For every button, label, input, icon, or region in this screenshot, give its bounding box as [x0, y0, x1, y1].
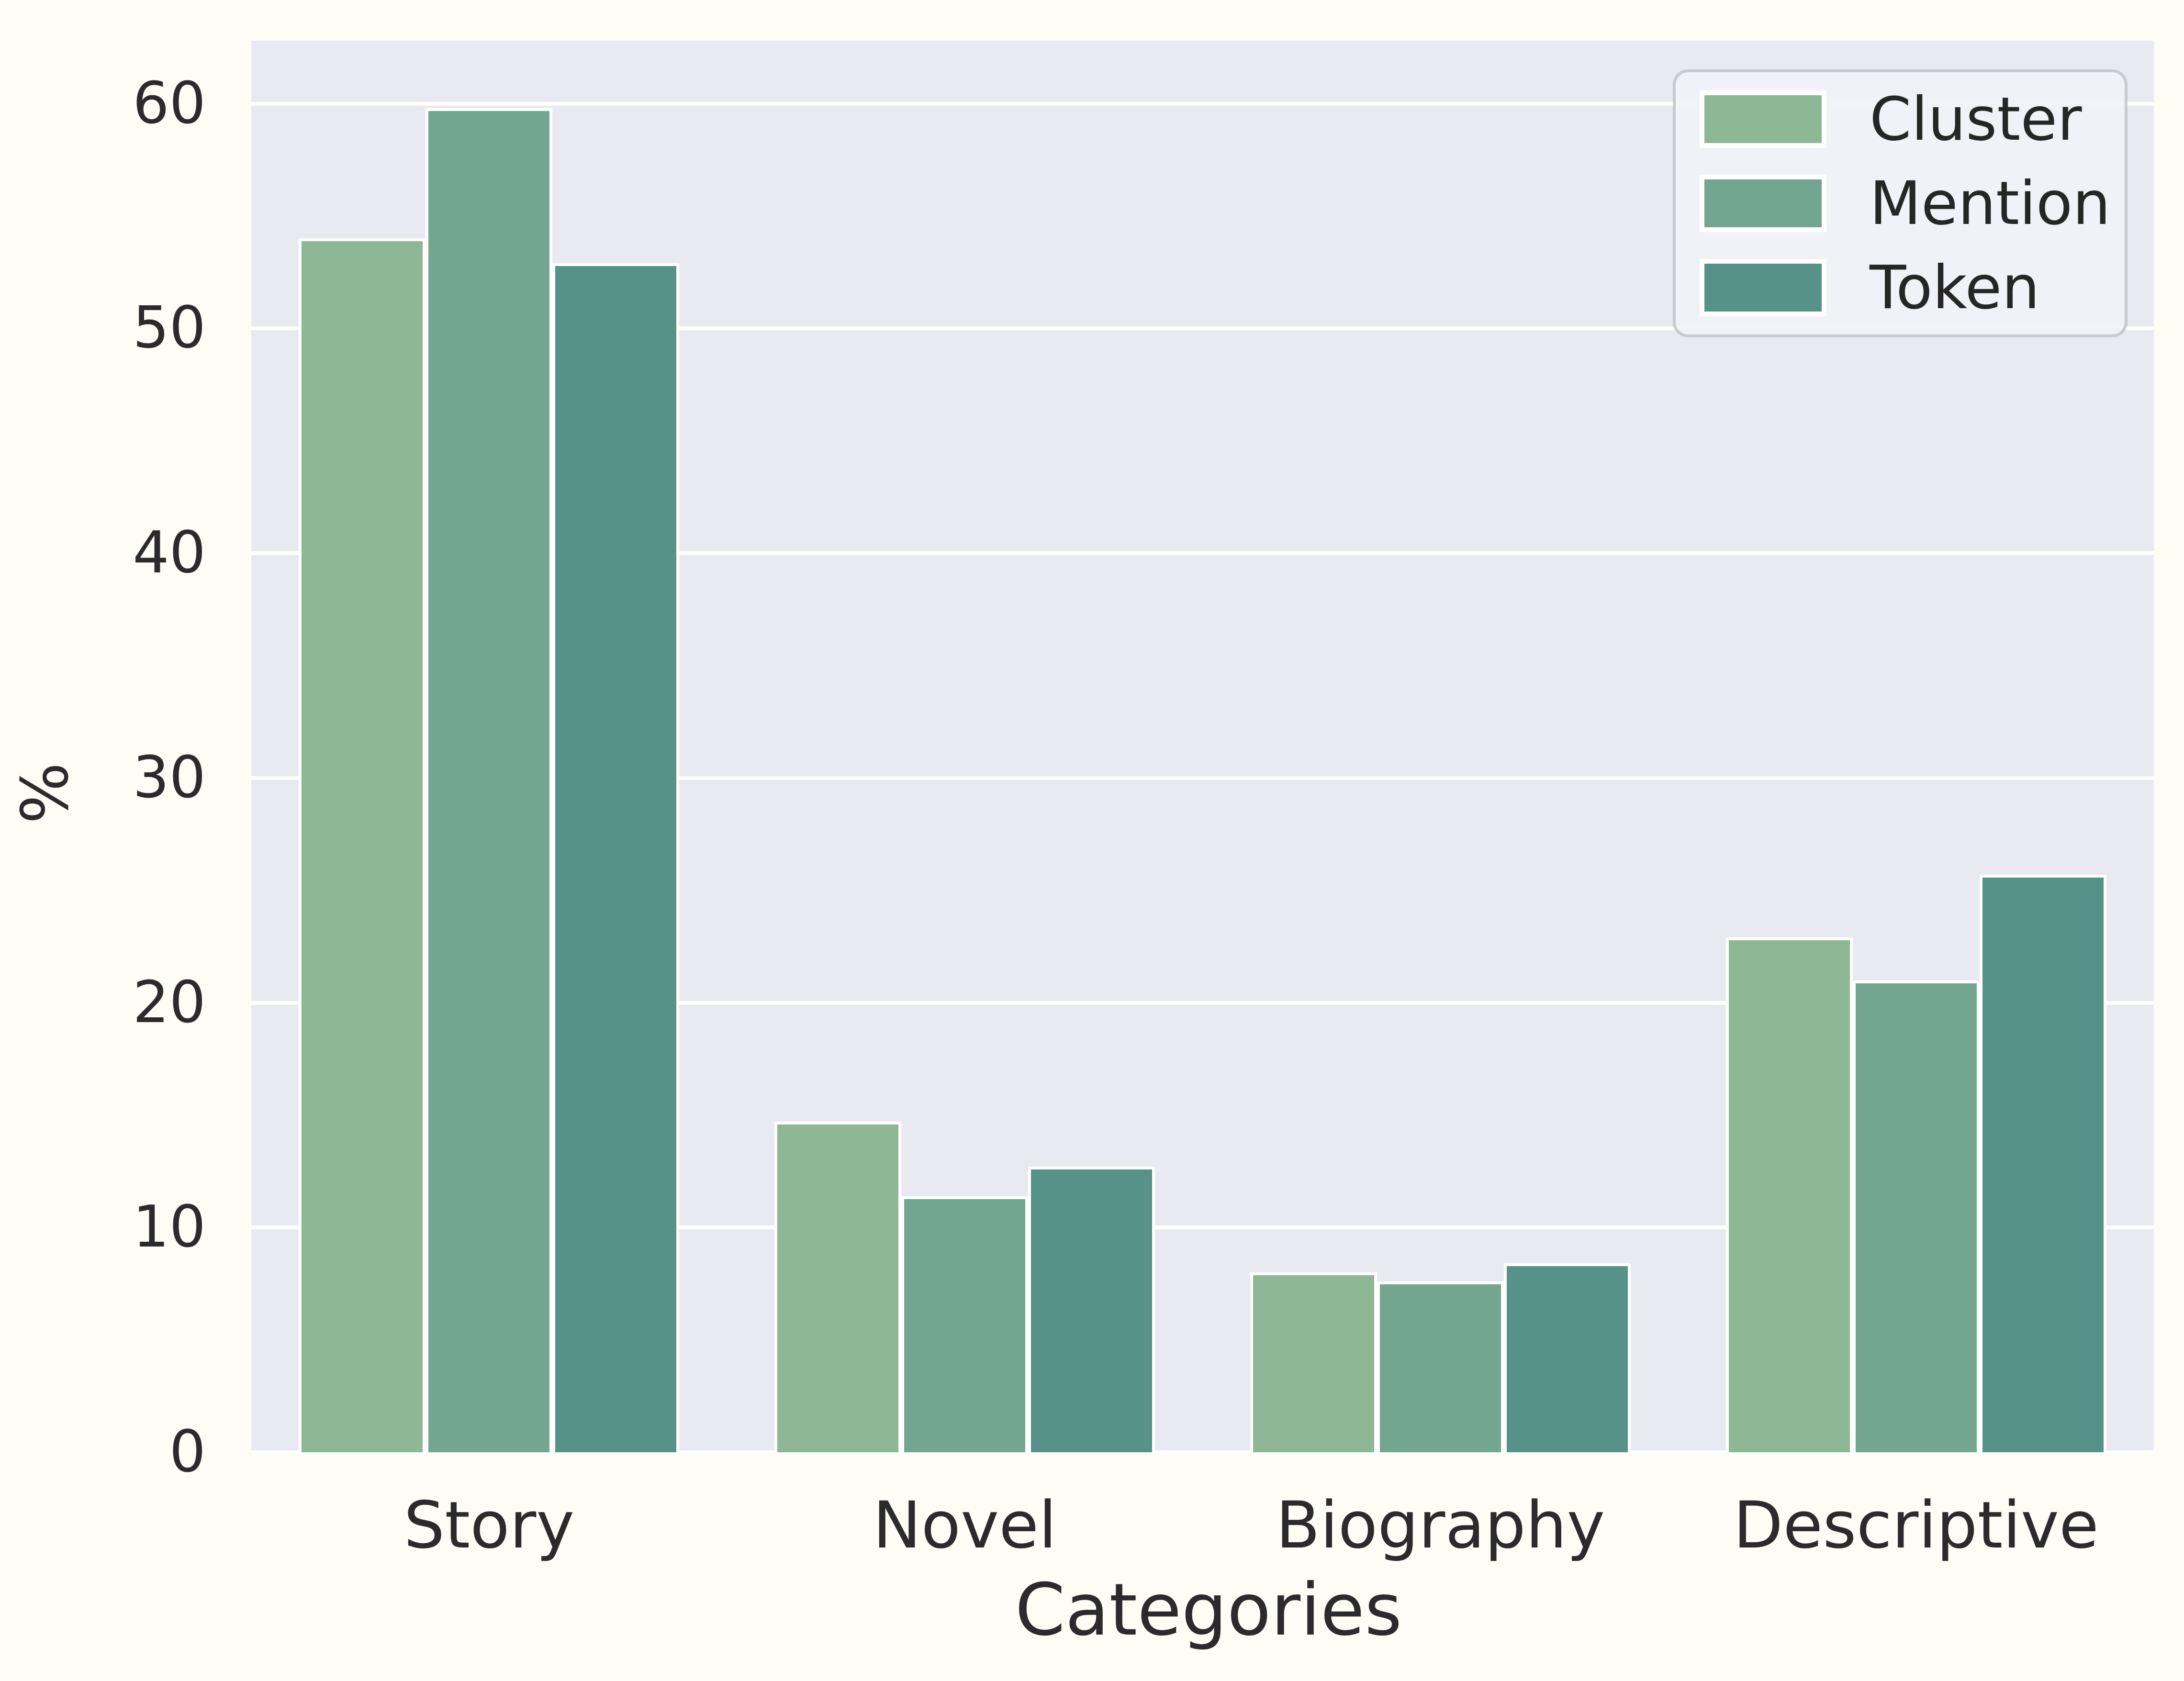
y-tick-10: 10 [133, 1194, 206, 1261]
y-tick-60: 60 [133, 70, 206, 137]
x-tick-novel: Novel [873, 1488, 1057, 1563]
legend-label-token: Token [1870, 253, 2040, 323]
bar-token-descriptive [1979, 874, 2106, 1452]
bar-cluster-novel [774, 1122, 902, 1452]
legend-row-token: Token [1700, 258, 2125, 318]
x-axis-label: Categories [1015, 1569, 1402, 1652]
gridline-y-30 [251, 776, 2154, 780]
legend-label-mention: Mention [1870, 168, 2111, 238]
bar-token-novel [1028, 1167, 1155, 1452]
bar-token-story [552, 263, 680, 1452]
gridline-y-60 [251, 101, 2154, 106]
bar-cluster-descriptive [1725, 937, 1853, 1452]
y-axis-label: % [7, 762, 83, 824]
legend-row-cluster: Cluster [1700, 89, 2125, 149]
gridline-y-40 [251, 551, 2154, 556]
y-tick-40: 40 [133, 520, 206, 587]
legend-swatch-cluster [1700, 90, 1826, 148]
legend-row-mention: Mention [1700, 174, 2125, 234]
y-tick-0: 0 [169, 1419, 206, 1485]
x-tick-story: Story [403, 1488, 575, 1563]
legend: Cluster Mention Token [1673, 69, 2128, 337]
bar-mention-descriptive [1852, 980, 1980, 1452]
legend-swatch-token [1700, 259, 1826, 316]
bar-token-biography [1503, 1263, 1631, 1452]
y-tick-20: 20 [133, 969, 206, 1036]
gridline-y-50 [251, 326, 2154, 331]
legend-label-cluster: Cluster [1870, 84, 2082, 154]
x-tick-biography: Biography [1276, 1488, 1605, 1563]
bar-mention-story [426, 108, 553, 1452]
gridline-y-10 [251, 1225, 2154, 1230]
bar-mention-biography [1377, 1281, 1504, 1452]
y-tick-30: 30 [133, 744, 206, 811]
gridline-y-20 [251, 1001, 2154, 1005]
bar-cluster-story [299, 238, 426, 1452]
legend-swatch-mention [1700, 175, 1826, 232]
gridline-y-0 [251, 1450, 2154, 1454]
bar-mention-novel [901, 1196, 1029, 1452]
y-tick-50: 50 [133, 295, 206, 362]
bar-cluster-biography [1250, 1272, 1377, 1452]
x-tick-descriptive: Descriptive [1733, 1488, 2099, 1563]
